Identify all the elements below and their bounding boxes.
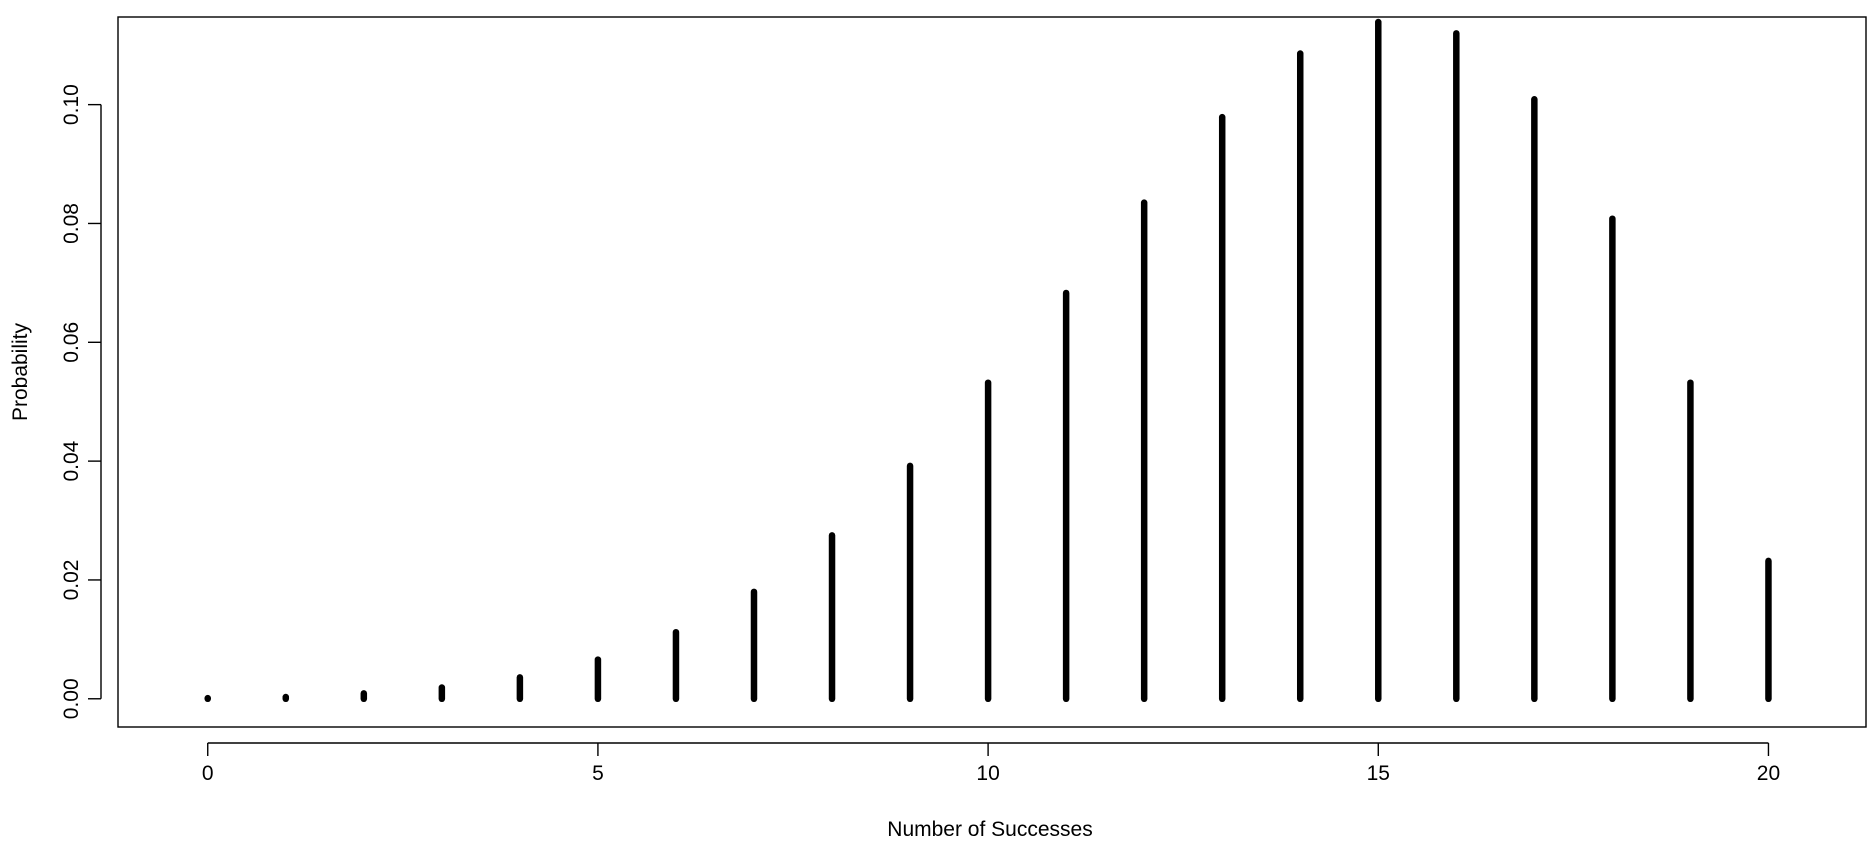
y-axis-label: Probability (9, 322, 32, 421)
y-tick-label: 0.06 (60, 322, 83, 363)
y-tick-label: 0.10 (60, 84, 83, 125)
y-tick-label: 0.04 (60, 440, 83, 481)
x-axis-label: Number of Successes (887, 818, 1092, 841)
x-tick-label: 5 (592, 762, 604, 785)
x-tick-label: 20 (1757, 762, 1780, 785)
x-tick-label: 10 (976, 762, 999, 785)
plot-frame (117, 16, 1867, 728)
x-tick-label: 0 (202, 762, 214, 785)
bars-layer (204, 18, 1772, 703)
y-axis: 0.00 0.02 0.04 0.06 0.08 0.10 (60, 84, 102, 719)
x-axis: 0 5 10 15 20 (202, 742, 1780, 785)
x-tick-label: 15 (1367, 762, 1390, 785)
y-tick-label: 0.02 (60, 560, 83, 601)
y-tick-label: 0.00 (60, 678, 83, 719)
y-tick-label: 0.08 (60, 203, 83, 244)
